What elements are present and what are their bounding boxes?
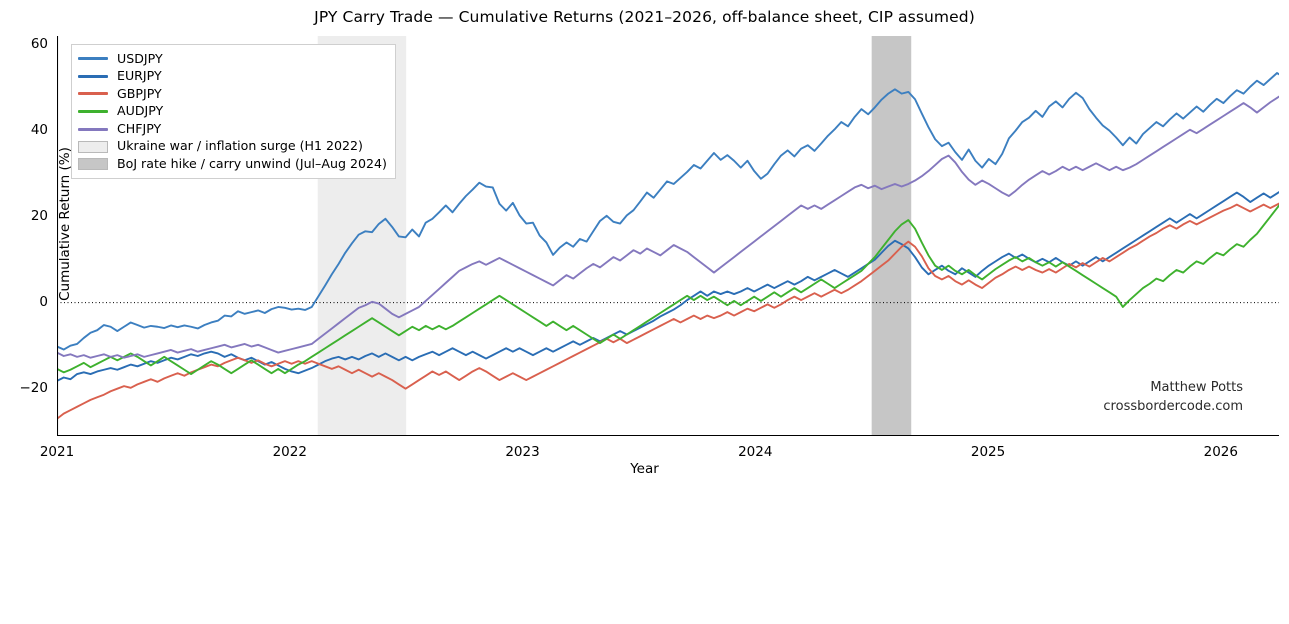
legend-item-eurjpy[interactable]: EURJPY	[78, 68, 387, 86]
legend-item-audjpy[interactable]: AUDJPY	[78, 103, 387, 121]
legend-span-label: Ukraine war / inflation surge (H1 2022)	[117, 138, 363, 154]
legend-item-label: USDJPY	[117, 50, 163, 66]
legend-item-chfjpy[interactable]: CHFJPY	[78, 120, 387, 138]
legend-color-swatch	[78, 110, 108, 114]
legend-color-swatch	[78, 92, 108, 96]
y-tick-label: −20	[19, 379, 49, 396]
watermark-author: Matthew Potts	[1150, 380, 1243, 395]
legend-item-label: EURJPY	[117, 68, 162, 84]
legend-color-swatch	[78, 57, 108, 61]
axes	[57, 36, 1279, 436]
legend-item-gbpjpy[interactable]: GBPJPY	[78, 85, 387, 103]
legend-span-patch	[78, 158, 108, 171]
legend-item-label: GBPJPY	[117, 85, 162, 101]
legend-item-usdjpy[interactable]: USDJPY	[78, 50, 387, 68]
legend-color-swatch	[78, 74, 108, 78]
legend-item-label: AUDJPY	[117, 103, 164, 119]
y-tick-label: 20	[30, 207, 48, 224]
y-tick-label: 0	[39, 293, 48, 310]
x-tick-label: 2021	[39, 444, 75, 460]
legend-span-patch	[78, 140, 108, 153]
y-tick-label: 60	[30, 35, 48, 52]
x-tick-label: 2025	[970, 444, 1006, 460]
series-lines	[57, 72, 1279, 420]
chart-figure: JPY Carry Trade — Cumulative Returns (20…	[19, 8, 1279, 477]
series-line-gbpjpy	[57, 202, 1279, 420]
series-line-chfjpy	[57, 95, 1279, 359]
x-tick-label: 2026	[1203, 444, 1238, 460]
series-line-usdjpy	[57, 72, 1279, 351]
legend-item-label: CHFJPY	[117, 120, 162, 136]
x-tick-label: 2023	[505, 444, 540, 460]
legend-item-span-1[interactable]: BoJ rate hike / carry unwind (Jul–Aug 20…	[78, 156, 387, 174]
watermark: Matthew Potts crossbordercode.com	[1103, 379, 1243, 417]
chart-legend[interactable]: USDJPY EURJPY GBPJPY AUDJPY CHFJPY Ukraine wa…	[71, 44, 396, 180]
x-axis-label: Year	[630, 461, 659, 477]
y-tick-label: 40	[30, 121, 48, 138]
watermark-site: crossbordercode.com	[1103, 398, 1243, 414]
series-line-audjpy	[57, 203, 1279, 376]
x-tick-label: 2024	[738, 444, 773, 460]
legend-color-swatch	[78, 127, 108, 131]
legend-item-span-0[interactable]: Ukraine war / inflation surge (H1 2022)	[78, 138, 387, 156]
legend-span-label: BoJ rate hike / carry unwind (Jul–Aug 20…	[117, 156, 387, 172]
chart-title: JPY Carry Trade — Cumulative Returns (20…	[314, 8, 975, 26]
x-tick-label: 2022	[272, 444, 307, 460]
